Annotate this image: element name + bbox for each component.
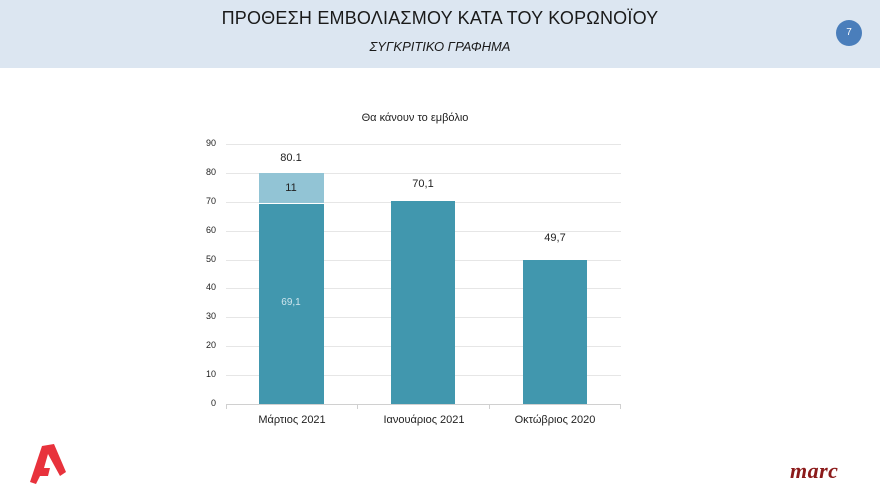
- y-tick: 30: [205, 311, 216, 321]
- x-label: Ιανουάριος 2021: [383, 414, 465, 426]
- bar-march-2021-additional: [259, 173, 324, 203]
- slide-header: ΠΡΟΘΕΣΗ ΕΜΒΟΛΙΑΣΜΟΥ ΚΑΤΑ ΤΟΥ ΚΟΡΩΝΟΪΟΥ Σ…: [0, 0, 880, 68]
- y-tick: 10: [205, 369, 216, 379]
- y-tick: 40: [205, 282, 216, 292]
- alpha-logo-icon: [26, 442, 70, 491]
- bar-inner-label: 11: [285, 182, 297, 194]
- x-label: Οκτώβριος 2020: [514, 414, 596, 426]
- y-tick: 0: [210, 398, 216, 408]
- gridline: [226, 173, 621, 174]
- bar-total-label: 49,7: [544, 232, 566, 244]
- gridline: [226, 144, 621, 145]
- bar-march-2021-base: [259, 204, 324, 404]
- x-tick-mark: [226, 404, 227, 409]
- y-tick: 20: [205, 340, 216, 350]
- bar-inner-label: 69,1: [281, 297, 301, 308]
- y-tick: 80: [205, 167, 216, 177]
- bar-october-2020: [523, 260, 587, 404]
- x-axis-line: [226, 404, 621, 405]
- x-tick-mark: [620, 404, 621, 409]
- marc-logo: marc: [790, 458, 839, 483]
- plot-area: 69,1 11 80.1 70,1 49,7: [226, 144, 621, 409]
- y-tick: 60: [205, 225, 216, 235]
- x-label: Μάρτιος 2021: [258, 414, 326, 426]
- bar-total-label: 70,1: [412, 178, 434, 190]
- chart-title: Θα κάνουν το εμβόλιο: [361, 112, 469, 124]
- x-tick-mark: [489, 404, 490, 409]
- x-tick-mark: [357, 404, 358, 409]
- y-tick: 90: [205, 138, 216, 148]
- bar-total-label: 80.1: [280, 152, 302, 164]
- y-tick: 50: [205, 254, 216, 264]
- bar-january-2021: [391, 201, 455, 404]
- page-number-badge: 7: [836, 20, 862, 46]
- slide-subtitle: ΣΥΓΚΡΙΤΙΚΟ ΓΡΑΦΗΜΑ: [369, 39, 511, 54]
- slide-title: ΠΡΟΘΕΣΗ ΕΜΒΟΛΙΑΣΜΟΥ ΚΑΤΑ ΤΟΥ ΚΟΡΩΝΟΪΟΥ: [221, 8, 659, 28]
- y-tick: 70: [205, 196, 216, 206]
